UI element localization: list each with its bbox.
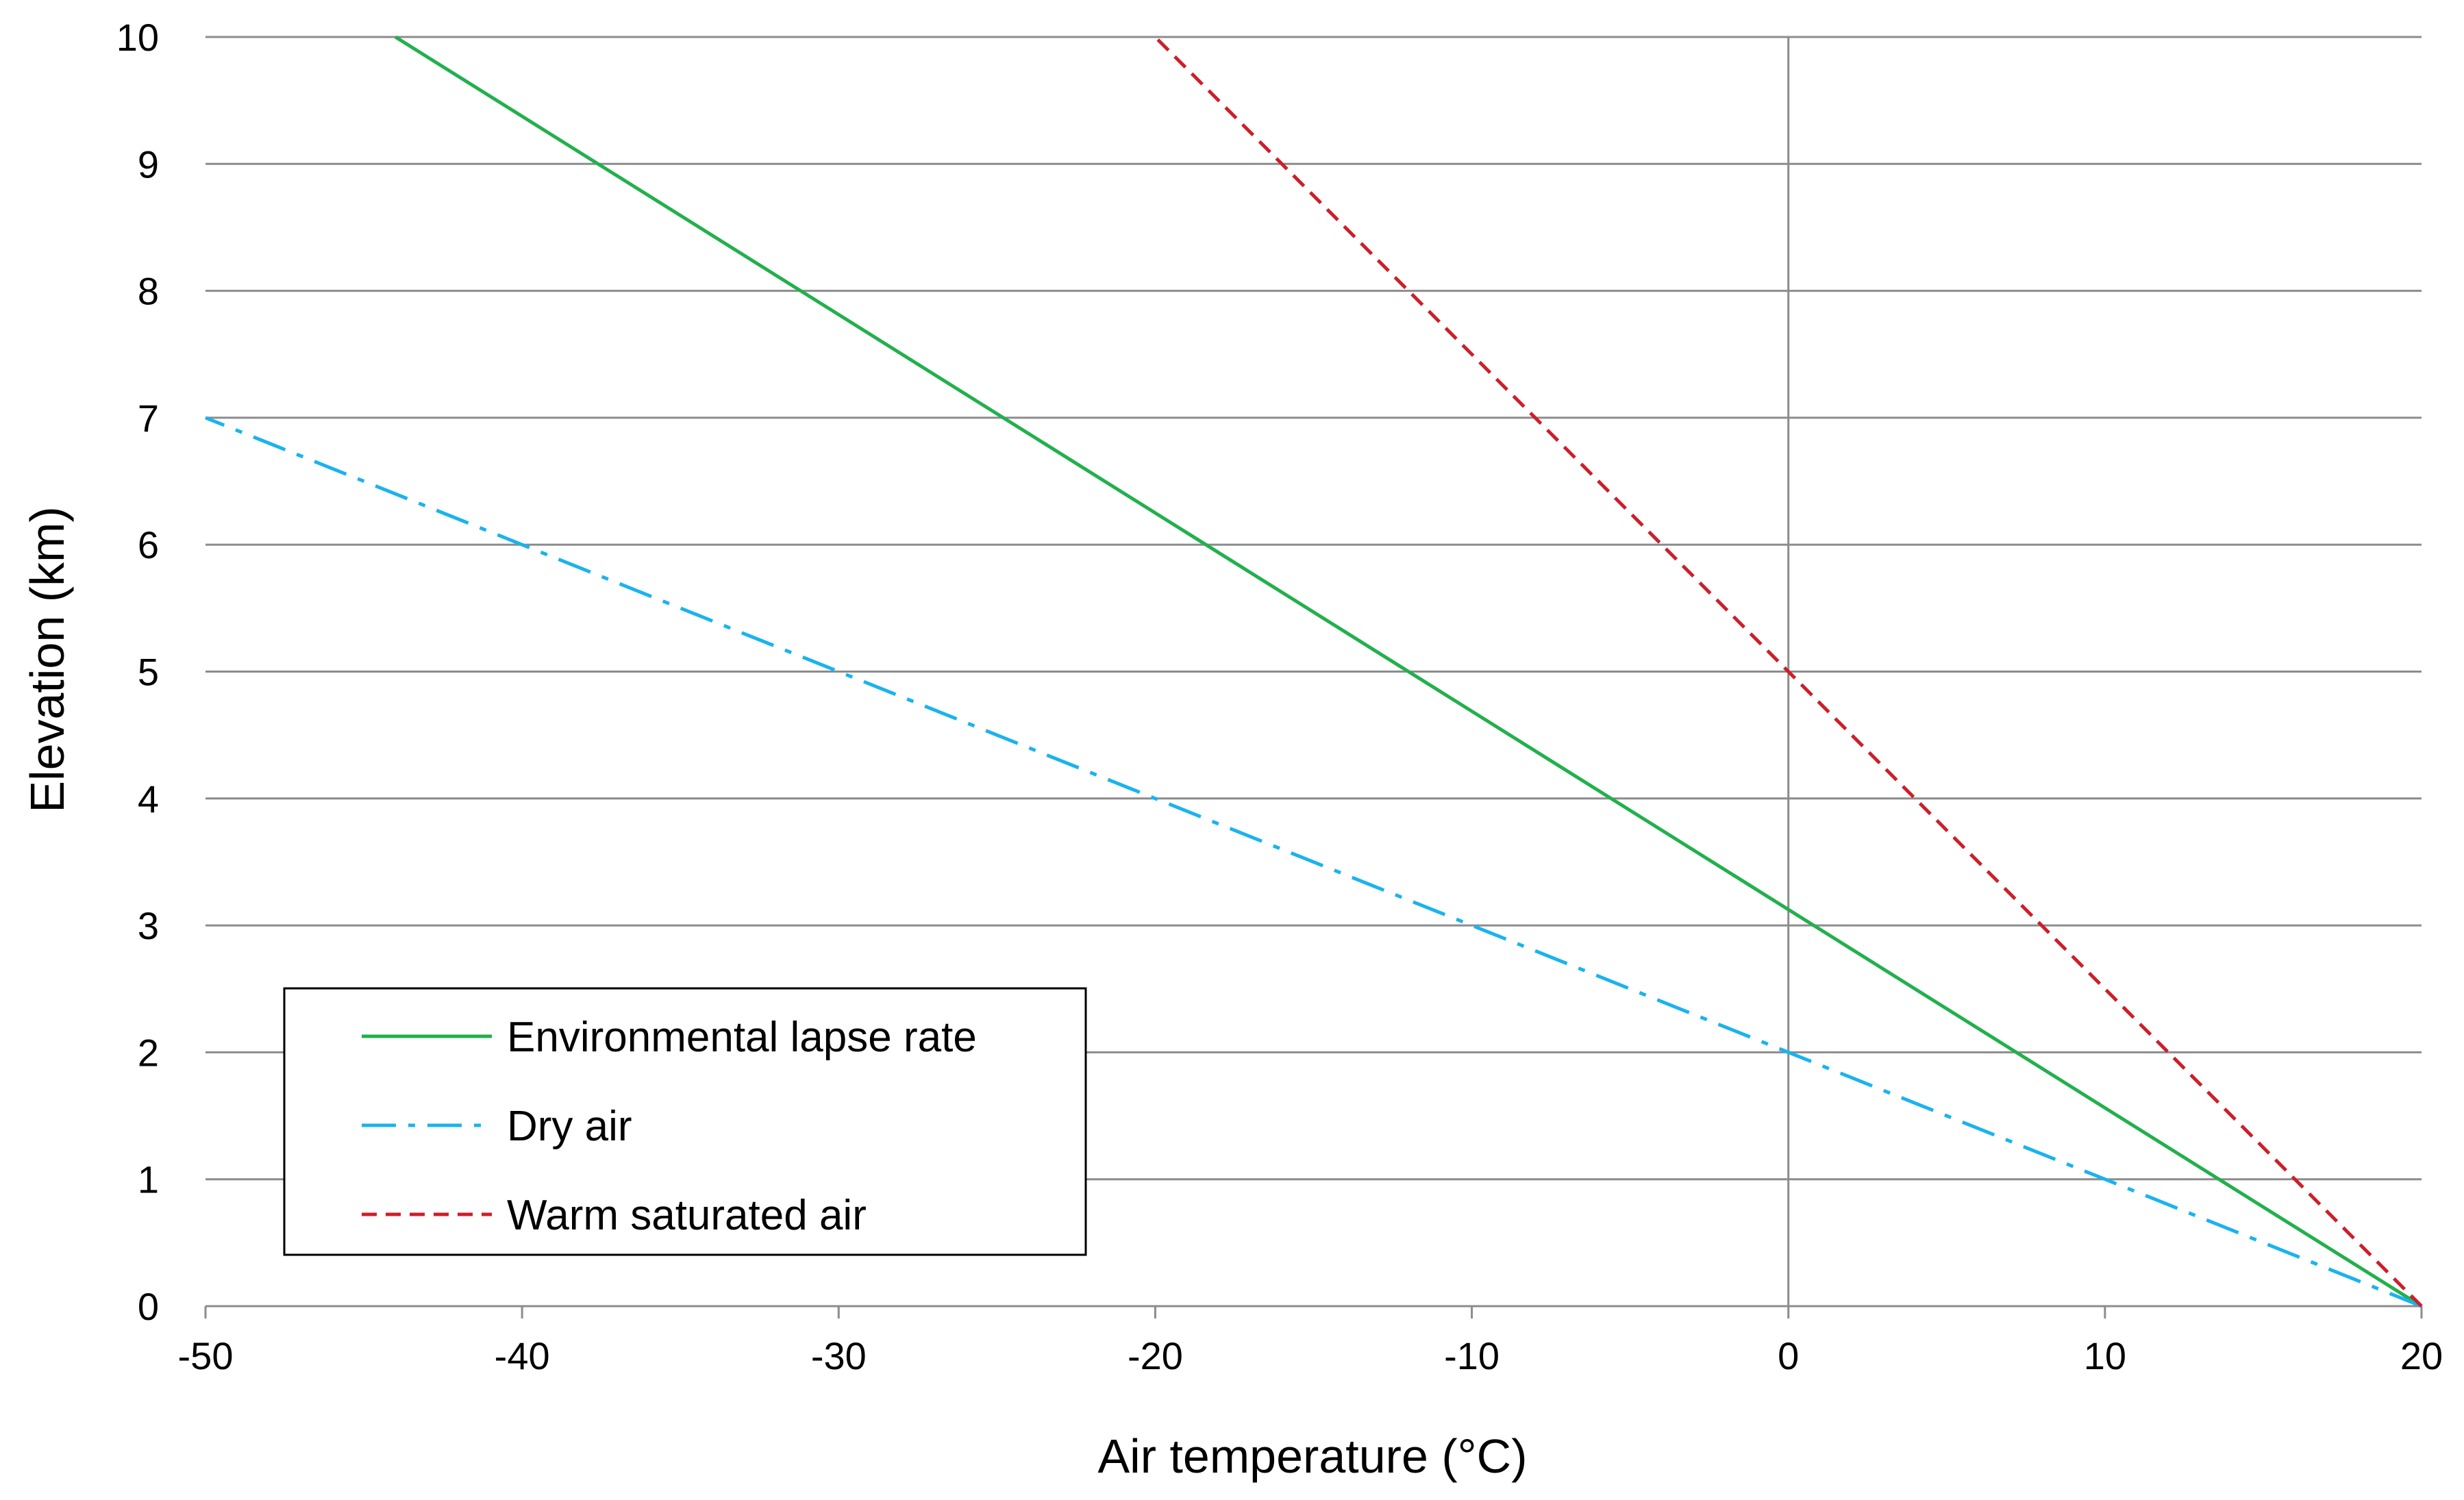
y-tick-label-7: 7 [138, 397, 159, 440]
y-tick-label-6: 6 [138, 523, 159, 566]
axes [204, 1305, 2423, 1318]
x-tick-label--50: -50 [178, 1334, 234, 1377]
y-tick-label-5: 5 [138, 651, 159, 694]
x-tick-label-20: 20 [2400, 1334, 2443, 1377]
x-tick-label--40: -40 [495, 1334, 550, 1377]
legend-label-environmental-lapse-rate: Environmental lapse rate [507, 1014, 977, 1061]
legend-label-dry-air: Dry air [507, 1103, 632, 1150]
y-tick-label-2: 2 [138, 1031, 159, 1074]
y-tick-label-0: 0 [138, 1285, 159, 1328]
x-axis-title: Air temperature (°C) [1097, 1429, 1527, 1483]
legend: Environmental lapse rate Dry air Warm satu… [283, 987, 1087, 1256]
y-tick-label-1: 1 [138, 1158, 159, 1201]
x-tick-label--30: -30 [811, 1334, 867, 1377]
y-tick-label-3: 3 [138, 904, 159, 947]
legend-items: Environmental lapse rate Dry air Warm satu… [362, 1014, 977, 1239]
x-tick-label--20: -20 [1128, 1334, 1183, 1377]
tick-labels: -50 -40 -30 -20 -10 0 10 20 0 1 2 3 4 5 6 7 8 9 10 [116, 16, 2443, 1377]
x-tick-label--10: -10 [1444, 1334, 1499, 1377]
y-axis-title: Elevation (km) [21, 506, 74, 812]
y-tick-label-4: 4 [138, 777, 159, 821]
legend-label-warm-saturated-air: Warm saturated air [507, 1192, 867, 1239]
series-line-warm-saturated-air [1154, 36, 2423, 1308]
y-tick-label-8: 8 [138, 270, 159, 313]
x-tick-label-10: 10 [2084, 1334, 2126, 1377]
y-tick-label-9: 9 [138, 142, 159, 186]
y-tick-label-10: 10 [116, 16, 159, 59]
series-line-dry-air [205, 416, 2422, 1308]
series-line-environmental-lapse-rate [394, 35, 2423, 1308]
legend-box [283, 987, 1087, 1256]
plot-series [205, 35, 2423, 1308]
x-tick-label-0: 0 [1778, 1334, 1799, 1377]
